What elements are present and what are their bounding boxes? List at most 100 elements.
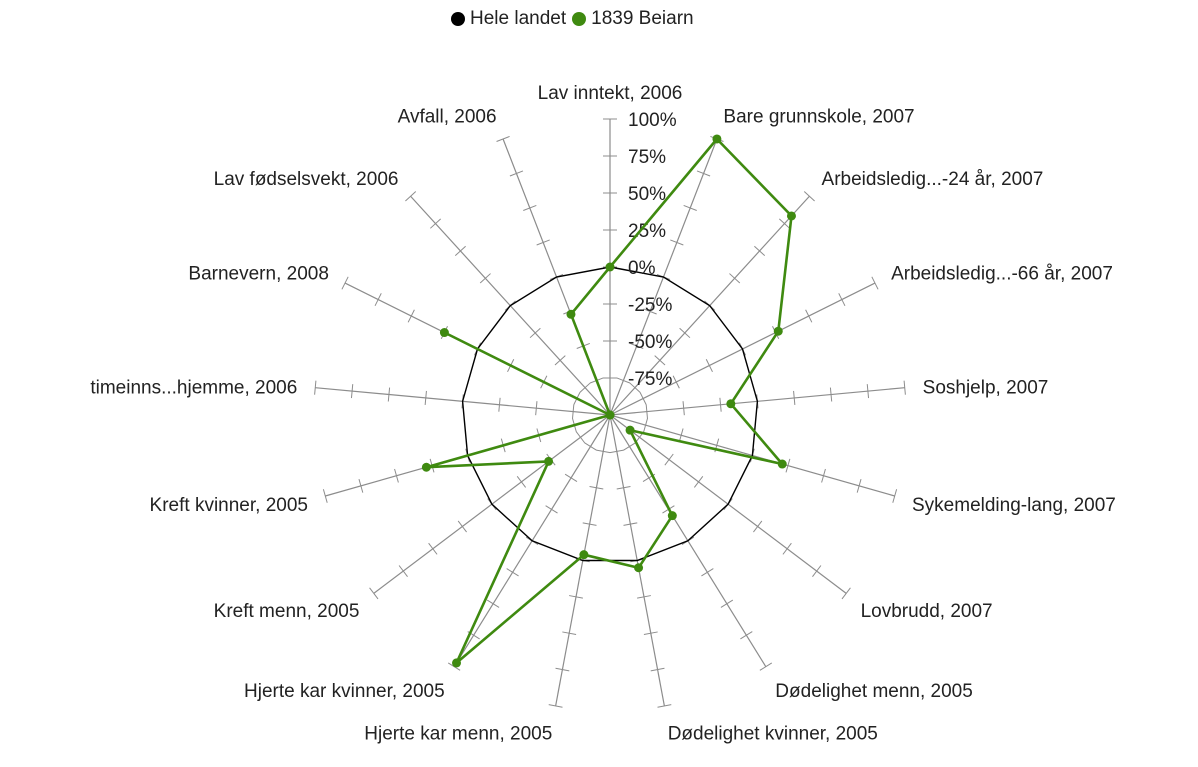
axis-tick (424, 390, 427, 405)
axis-tick (496, 135, 510, 142)
axis-tick (871, 276, 879, 290)
category-label-arbeidsledig-66-år-2007: Arbeidsledig...-66 år, 2007 (891, 263, 1113, 284)
radial-tick-label: 25% (628, 221, 666, 242)
axis-tick (793, 390, 796, 405)
category-label-avfall-2006: Avfall, 2006 (398, 107, 497, 128)
axis-tick (643, 308, 657, 315)
data-point-hjerte-kar-kvinner-2005[interactable] (452, 658, 462, 668)
chart-legend: Hele landet 1839 Beiarn (451, 7, 700, 31)
axis-tick (785, 458, 791, 473)
axis-tick (516, 476, 527, 488)
data-point-barnevern-2008[interactable] (439, 328, 449, 338)
axis-tick (645, 404, 648, 419)
axis-tick (856, 479, 862, 493)
axis-tick (509, 170, 524, 177)
axis-tick (545, 505, 558, 514)
axis-tick (596, 449, 611, 454)
axis-tick (829, 387, 833, 402)
data-point-arbeidsledig-66-år-2007[interactable] (773, 326, 783, 336)
data-point-hjerte-kar-menn-2005[interactable] (579, 550, 589, 560)
axis-tick (457, 520, 467, 533)
axis-tick (720, 599, 734, 608)
radial-tick-label: -25% (628, 295, 672, 316)
axis-tick (701, 568, 714, 577)
data-point-soshjelp-2007[interactable] (726, 399, 736, 409)
axis-tick (812, 565, 822, 577)
axis-tick (719, 397, 722, 412)
axis-tick (589, 485, 604, 490)
axis-tick (803, 191, 815, 202)
legend-marker-beiarn (572, 12, 587, 26)
axis-tick (369, 587, 379, 600)
axis-tick (341, 276, 349, 290)
category-label-bare-grunnskole-2007: Bare grunnskole, 2007 (723, 107, 914, 128)
category-label-timeinns-hjemme-2006: timeinns...hjemme, 2006 (90, 377, 297, 398)
data-point-lovbrudd-2007[interactable] (625, 425, 635, 435)
axis-tick (759, 662, 773, 671)
axis-tick (678, 428, 684, 443)
axis-tick (696, 170, 711, 177)
data-point-kreft-kvinner-2005[interactable] (421, 462, 431, 472)
axis-tick (841, 587, 851, 600)
axis-tick (523, 204, 537, 211)
axis-tick (486, 599, 500, 608)
axis-tick (629, 382, 641, 393)
axis-tick (575, 431, 586, 444)
axis-tick (657, 704, 672, 708)
axis-tick (358, 479, 364, 493)
axis-tick (679, 327, 691, 339)
axis-tick (643, 631, 658, 635)
axis-tick (506, 568, 519, 577)
axis-tick (838, 293, 846, 307)
category-label-soshjelp-2007: Soshjelp, 2007 (923, 377, 1049, 398)
axis-tick (672, 375, 680, 389)
data-point-dødelighet-menn-2005[interactable] (667, 511, 677, 521)
data-point-bare-grunnskole-2007[interactable] (712, 134, 722, 144)
axis-tick (554, 355, 566, 366)
axis-tick (428, 542, 438, 555)
category-label-lav-fødselsvekt-2006: Lav fødselsvekt, 2006 (214, 169, 399, 190)
data-point-lav-fødselsvekt-2006[interactable] (605, 410, 615, 420)
data-point-sykemelding-lang-2007[interactable] (777, 459, 787, 469)
radar-category-labels: Lav inntekt, 2006 Bare grunnskole, 2007 Ar… (90, 83, 1116, 745)
axis-tick (705, 359, 713, 373)
axis-tick (405, 191, 417, 202)
data-point-lav-inntekt-2006[interactable] (605, 262, 615, 272)
axis-tick (821, 468, 826, 483)
axis-tick (753, 520, 763, 533)
category-label-hjerte-kar-menn-2005: Hjerte kar menn, 2005 (364, 724, 552, 745)
category-label-kreft-menn-2005: Kreft menn, 2005 (214, 601, 360, 622)
axis-tick (529, 327, 541, 339)
legend-label-beiarn: 1839 Beiarn (591, 8, 694, 29)
category-label-lovbrudd-2007: Lovbrudd, 2007 (861, 601, 993, 622)
axis-tick (654, 355, 666, 366)
radial-tick-label: 50% (628, 184, 666, 205)
axis-tick (740, 631, 753, 640)
radar-series-beiarn (421, 134, 796, 668)
category-label-dødelighet-menn-2005: Dødelighet menn, 2005 (775, 681, 973, 702)
axis-tick (805, 309, 813, 323)
axis-tick (535, 401, 538, 416)
data-point-avfall-2006[interactable] (566, 309, 576, 319)
axis-tick (754, 245, 766, 257)
data-point-arbeidsledig-24-år-2007[interactable] (786, 211, 796, 221)
axis-tick (609, 449, 624, 454)
data-point-dødelighet-kvinner-2005[interactable] (634, 563, 644, 573)
axis-tick (582, 522, 597, 526)
axis-tick (374, 293, 382, 307)
legend-item-beiarn[interactable]: 1839 Beiarn (572, 8, 694, 30)
category-label-barnevern-2008: Barnevern, 2008 (188, 263, 329, 284)
legend-item-hele-landet[interactable]: Hele landet (451, 8, 566, 30)
category-label-dødelighet-kvinner-2005: Dødelighet kvinner, 2005 (668, 724, 878, 745)
series-line-beiarn (425, 137, 793, 665)
axis-tick (866, 384, 870, 399)
axis-tick (394, 468, 399, 483)
axis-tick (693, 476, 704, 488)
data-point-kreft-menn-2005[interactable] (544, 456, 554, 466)
axis-tick (562, 631, 577, 635)
axis-tick (637, 595, 651, 599)
axis-tick (564, 473, 578, 483)
axis-tick (579, 382, 591, 393)
axis-tick (454, 245, 466, 257)
